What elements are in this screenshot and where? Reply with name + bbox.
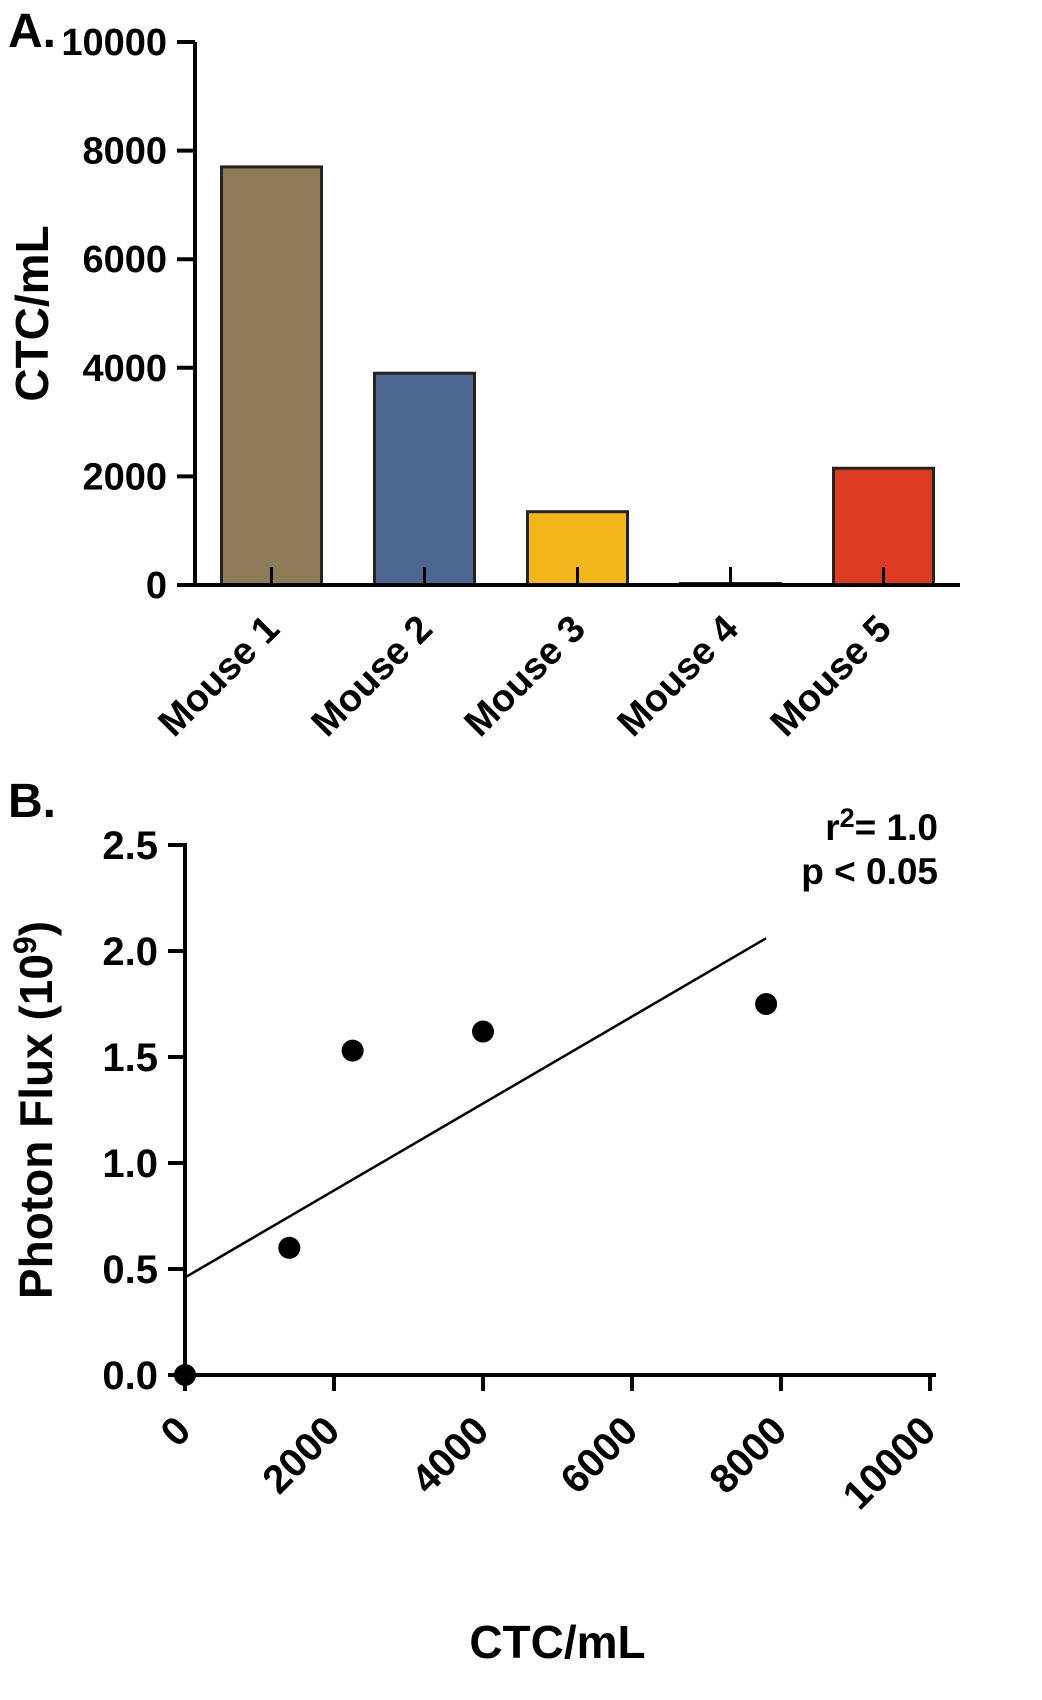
x-tick-label: Mouse 1 <box>151 608 288 745</box>
x-tick-label: 4000 <box>403 1408 497 1502</box>
scatter-point <box>341 1039 364 1062</box>
x-tick-label: Mouse 3 <box>457 608 594 745</box>
scatter-point <box>174 1364 196 1386</box>
y-tick-label: 0 <box>146 565 167 607</box>
y-tick-label: 0.0 <box>102 1354 158 1398</box>
x-axis-title: CTC/mL <box>469 1616 645 1668</box>
y-tick-label: 2000 <box>82 456 167 498</box>
regression-line <box>184 937 767 1279</box>
x-tick-label: Mouse 2 <box>304 608 441 745</box>
scatter-point <box>755 993 778 1015</box>
y-tick-label: 10000 <box>61 22 167 64</box>
y-axis-title: Photon Flux (109) <box>7 921 62 1299</box>
x-tick-label: Mouse 5 <box>763 608 900 745</box>
y-tick-label: 0.5 <box>102 1248 158 1292</box>
y-tick-label: 4000 <box>82 348 167 390</box>
scatter-chart-photon-flux: 0.0 0.5 1.0 1.5 2.0 2.5 0 2000 4000 6000 8000 10000… <box>7 803 945 1668</box>
panel-b: B. 0.0 0.5 1.0 1.5 2.0 2.5 0 2000 4000 6000 8000 10… <box>0 770 1042 1700</box>
r-squared-annotation: r2= 1.0 <box>825 803 938 848</box>
bar-mouse-1 <box>220 165 323 587</box>
y-tick-label: 6000 <box>82 239 167 281</box>
p-value-annotation: p < 0.05 <box>801 851 938 892</box>
scatter-point <box>278 1236 301 1259</box>
bar-mouse-2 <box>373 371 476 587</box>
panel-b-label: B. <box>8 775 56 828</box>
y-tick-label: 1.0 <box>102 1142 158 1186</box>
y-tick-label: 8000 <box>82 131 167 173</box>
x-tick-label: 0 <box>153 1408 200 1455</box>
x-tick-label: 8000 <box>701 1408 795 1502</box>
x-tick-label: 2000 <box>254 1408 348 1502</box>
scatter-point <box>472 1020 494 1043</box>
y-axis-title: CTC/mL <box>6 225 58 401</box>
x-tick-label: 10000 <box>835 1408 945 1518</box>
panel-a-label: A. <box>8 5 56 58</box>
x-tick-label: 6000 <box>552 1408 646 1502</box>
y-tick-label: 2.0 <box>102 930 158 974</box>
x-tick-label: Mouse 4 <box>610 608 747 745</box>
y-tick-label: 1.5 <box>102 1036 158 1080</box>
y-tick-label: 2.5 <box>102 824 158 868</box>
